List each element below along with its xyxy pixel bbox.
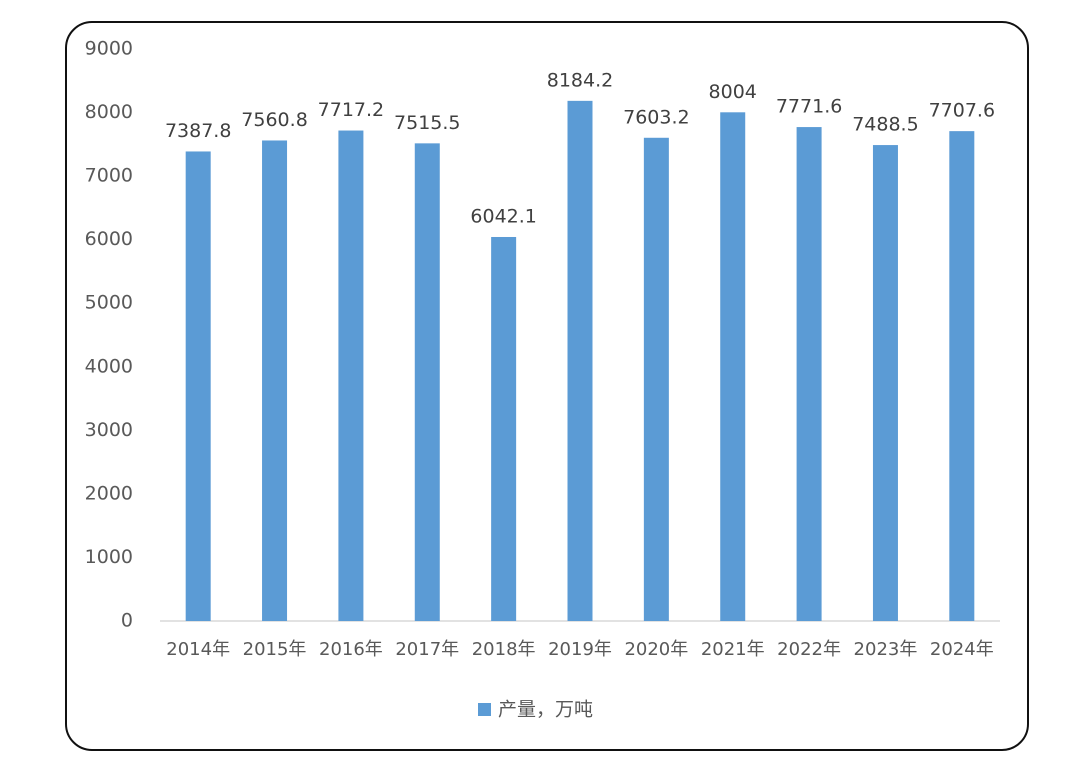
y-tick-label: 2000 bbox=[85, 482, 133, 504]
legend-label: 产量，万吨 bbox=[498, 699, 593, 721]
y-tick-label: 3000 bbox=[85, 419, 133, 441]
x-tick-label: 2016年 bbox=[319, 639, 383, 660]
bar bbox=[185, 151, 211, 621]
y-tick-label: 9000 bbox=[85, 38, 133, 60]
value-label: 7771.6 bbox=[776, 96, 842, 118]
value-label: 8004 bbox=[709, 81, 757, 103]
bar bbox=[414, 143, 440, 622]
value-label: 6042.1 bbox=[470, 205, 536, 227]
x-tick-label: 2021年 bbox=[701, 639, 765, 660]
x-tick-label: 2014年 bbox=[166, 639, 230, 660]
x-tick-label: 2015年 bbox=[243, 639, 307, 660]
x-tick-label: 2023年 bbox=[854, 639, 918, 660]
bar bbox=[872, 145, 898, 622]
chart-frame bbox=[65, 21, 1029, 751]
y-tick-label: 8000 bbox=[85, 101, 133, 123]
value-label: 7387.8 bbox=[165, 120, 231, 142]
bar bbox=[338, 130, 364, 622]
value-label: 7603.2 bbox=[623, 106, 689, 128]
y-tick-label: 5000 bbox=[85, 292, 133, 314]
value-label: 7707.6 bbox=[929, 100, 995, 122]
value-label: 8184.2 bbox=[547, 69, 613, 91]
bar bbox=[796, 127, 822, 621]
legend-swatch bbox=[478, 703, 491, 716]
x-tick-label: 2022年 bbox=[777, 639, 841, 660]
value-label: 7717.2 bbox=[318, 99, 384, 121]
value-label: 7515.5 bbox=[394, 112, 460, 134]
y-tick-label: 4000 bbox=[85, 355, 133, 377]
x-tick-label: 2020年 bbox=[624, 639, 688, 660]
bar bbox=[567, 100, 593, 621]
x-tick-label: 2018年 bbox=[472, 639, 536, 660]
bar bbox=[949, 131, 975, 621]
x-tick-label: 2017年 bbox=[395, 639, 459, 660]
y-tick-label: 7000 bbox=[85, 165, 133, 187]
bar bbox=[262, 140, 288, 621]
value-label: 7560.8 bbox=[241, 109, 307, 131]
y-tick-label: 6000 bbox=[85, 228, 133, 250]
bar bbox=[720, 112, 746, 621]
bar bbox=[643, 137, 669, 621]
y-tick-label: 1000 bbox=[85, 546, 133, 568]
x-tick-label: 2024年 bbox=[930, 639, 994, 660]
value-label: 7488.5 bbox=[852, 114, 918, 136]
x-tick-label: 2019年 bbox=[548, 639, 612, 660]
bar bbox=[491, 236, 517, 622]
y-tick-label: 0 bbox=[121, 610, 133, 632]
